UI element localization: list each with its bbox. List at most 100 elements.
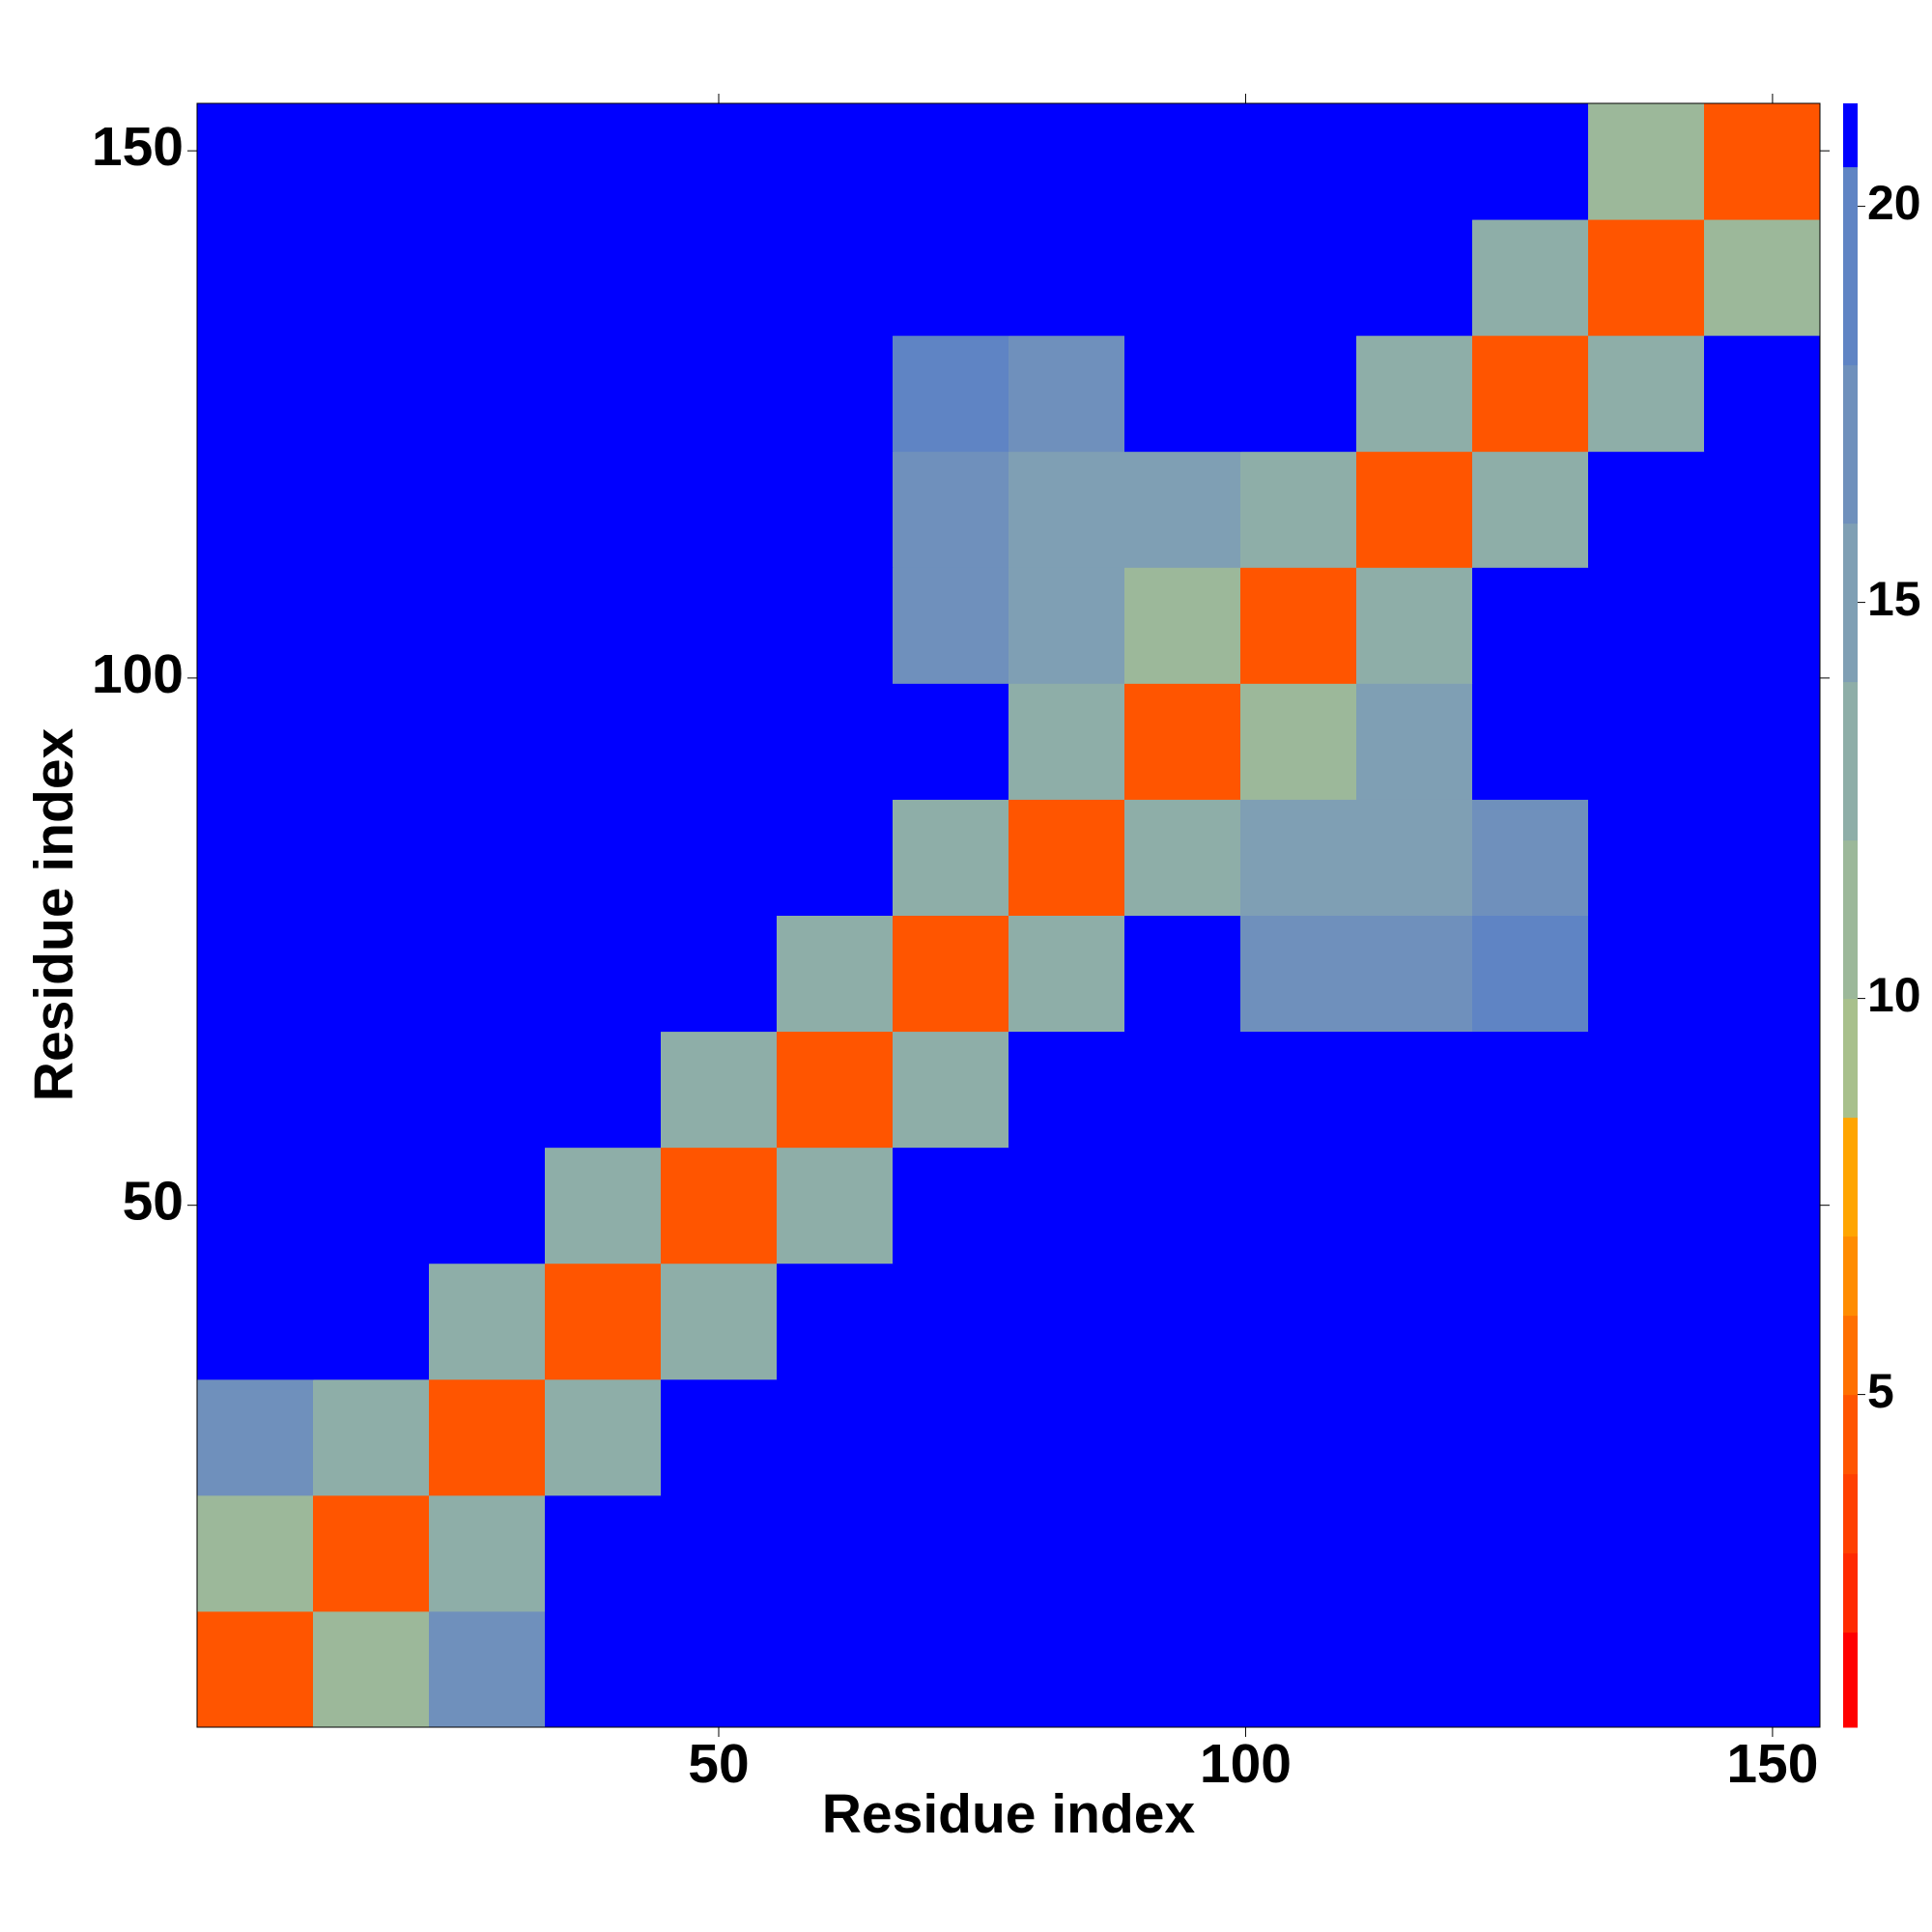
heatmap-cell — [1124, 1263, 1241, 1380]
y-tick-label: 100 — [92, 643, 184, 705]
x-tick-label: 100 — [1200, 1733, 1292, 1795]
heatmap-cell — [1704, 1147, 1821, 1264]
heatmap-cell — [545, 799, 662, 916]
heatmap-cell — [1240, 1263, 1357, 1380]
heatmap-cell — [545, 103, 662, 220]
colorbar-segment — [1843, 166, 1858, 366]
heatmap-cell — [1009, 1031, 1125, 1149]
heatmap-cell — [313, 219, 430, 336]
colorbar-segment — [1843, 1552, 1858, 1634]
heatmap-cell — [1356, 1378, 1473, 1496]
heatmap-cell — [661, 567, 778, 684]
heatmap-cell — [429, 1378, 546, 1496]
heatmap-cell — [545, 1263, 662, 1380]
heatmap-cell — [429, 1147, 546, 1264]
heatmap-cell — [545, 219, 662, 336]
heatmap-cell — [197, 915, 314, 1033]
heatmap-cell — [545, 1378, 662, 1496]
heatmap-cell — [1588, 799, 1705, 916]
heatmap-cell — [1240, 103, 1357, 220]
heatmap-cell — [893, 915, 1009, 1033]
heatmap-cell — [1704, 1610, 1821, 1728]
heatmap-cell — [1240, 915, 1357, 1033]
heatmap-cell — [893, 683, 1009, 800]
heatmap-cell — [313, 1610, 430, 1728]
heatmap-cell — [313, 1031, 430, 1149]
heatmap-cell — [1472, 1147, 1589, 1264]
heatmap-cell — [197, 1378, 314, 1496]
heatmap-cell — [1009, 1147, 1125, 1264]
heatmap-cell — [1704, 567, 1821, 684]
heatmap-cell — [313, 1378, 430, 1496]
heatmap-cell — [1472, 915, 1589, 1033]
heatmap-cell — [545, 1494, 662, 1612]
heatmap-cell — [1356, 799, 1473, 916]
heatmap-cell — [429, 103, 546, 220]
heatmap-cell — [1124, 1378, 1241, 1496]
heatmap-cell — [661, 219, 778, 336]
heatmap-cell — [429, 915, 546, 1033]
heatmap-cell — [661, 1494, 778, 1612]
heatmap-cell — [777, 1031, 894, 1149]
heatmap-cell — [545, 335, 662, 452]
x-tick-label: 150 — [1726, 1733, 1818, 1795]
heatmap-cell — [661, 915, 778, 1033]
heatmap-cell — [1472, 335, 1589, 452]
heatmap-cell — [1240, 799, 1357, 916]
heatmap-cell — [197, 1610, 314, 1728]
colorbar-segment — [1843, 998, 1858, 1119]
heatmap-cell — [1240, 335, 1357, 452]
heatmap-cell — [1588, 1031, 1705, 1149]
plot-frame — [196, 102, 1821, 1728]
heatmap-cell — [1240, 1031, 1357, 1149]
heatmap-cell — [893, 1494, 1009, 1612]
heatmap-cell — [1009, 1263, 1125, 1380]
heatmap-cell — [1356, 1263, 1473, 1380]
heatmap-cell — [893, 799, 1009, 916]
heatmap-cell — [1472, 799, 1589, 916]
heatmap-cell — [429, 1263, 546, 1380]
heatmap-cell — [197, 103, 314, 220]
heatmap-cell — [313, 799, 430, 916]
heatmap-cell — [1009, 335, 1125, 452]
heatmap-cell — [777, 1263, 894, 1380]
heatmap-cell — [1124, 799, 1241, 916]
heatmap-cell — [1124, 103, 1241, 220]
heatmap-cell — [1704, 1031, 1821, 1149]
heatmap-cell — [1356, 219, 1473, 336]
heatmap-cell — [1704, 451, 1821, 568]
heatmap-cell — [1240, 219, 1357, 336]
heatmap-cell — [1009, 219, 1125, 336]
heatmap-cell — [777, 219, 894, 336]
heatmap-cell — [777, 567, 894, 684]
heatmap-cell — [1588, 683, 1705, 800]
heatmap-cell — [1472, 683, 1589, 800]
heatmap-cell — [893, 1031, 1009, 1149]
heatmap-cell — [1588, 915, 1705, 1033]
colorbar-tick-label: 10 — [1867, 968, 1921, 1022]
heatmap-cell — [1472, 1263, 1589, 1380]
heatmap-cell — [1009, 915, 1125, 1033]
heatmap-cell — [1240, 451, 1357, 568]
heatmap-cell — [893, 1263, 1009, 1380]
heatmap-cell — [1124, 451, 1241, 568]
colorbar-segment — [1843, 103, 1858, 168]
heatmap-cell — [545, 683, 662, 800]
colorbar-segment — [1843, 1632, 1858, 1728]
heatmap-cell — [1704, 683, 1821, 800]
heatmap-cell — [1124, 1147, 1241, 1264]
heatmap-cell — [429, 219, 546, 336]
heatmap-cell — [1240, 1494, 1357, 1612]
heatmap-cell — [1588, 103, 1705, 220]
heatmap-cell — [1472, 567, 1589, 684]
colorbar-segment — [1843, 364, 1858, 525]
heatmap-cell — [893, 103, 1009, 220]
colorbar-tick-label: 5 — [1867, 1364, 1894, 1418]
heatmap-cell — [777, 1378, 894, 1496]
heatmap-cell — [1240, 567, 1357, 684]
x-axis-label: Residue index — [822, 1783, 1196, 1845]
heatmap-cell — [1704, 1378, 1821, 1496]
heatmap-cell — [545, 915, 662, 1033]
heatmap-cell — [197, 1263, 314, 1380]
